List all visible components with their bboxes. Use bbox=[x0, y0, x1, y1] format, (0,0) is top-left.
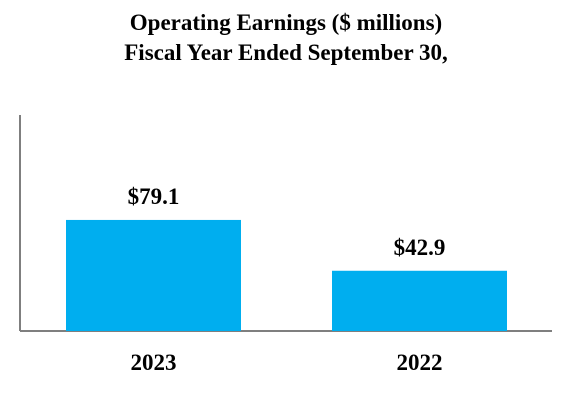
bar-2023 bbox=[66, 219, 241, 331]
chart-subtitle: Fiscal Year Ended September 30, bbox=[124, 40, 448, 65]
bars-group: $79.1 2023 $42.9 2022 bbox=[66, 184, 507, 375]
data-label-2022: $42.9 bbox=[394, 235, 446, 260]
x-tick-label-2023: 2023 bbox=[131, 350, 177, 375]
data-label-2023: $79.1 bbox=[128, 184, 180, 209]
chart-title: Operating Earnings ($ millions) bbox=[129, 10, 443, 35]
bar-2022 bbox=[332, 270, 507, 331]
x-tick-label-2022: 2022 bbox=[397, 350, 443, 375]
